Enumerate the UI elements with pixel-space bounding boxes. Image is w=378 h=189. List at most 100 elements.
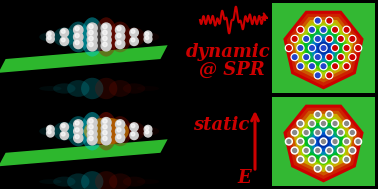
Circle shape — [101, 41, 111, 51]
Polygon shape — [300, 26, 347, 72]
Circle shape — [321, 46, 326, 50]
Circle shape — [303, 35, 310, 42]
Circle shape — [61, 29, 65, 33]
Circle shape — [285, 138, 292, 145]
Circle shape — [101, 135, 111, 145]
Circle shape — [350, 131, 354, 134]
Circle shape — [115, 32, 125, 42]
Polygon shape — [310, 129, 337, 155]
Circle shape — [87, 135, 97, 145]
Circle shape — [291, 54, 298, 61]
Circle shape — [327, 55, 332, 59]
Circle shape — [310, 46, 314, 50]
Circle shape — [303, 147, 310, 154]
Circle shape — [293, 55, 297, 59]
Ellipse shape — [81, 17, 104, 57]
Circle shape — [75, 33, 79, 38]
Circle shape — [337, 54, 344, 61]
Circle shape — [343, 44, 350, 51]
Circle shape — [116, 133, 125, 143]
Circle shape — [333, 140, 337, 143]
Circle shape — [339, 37, 343, 41]
Circle shape — [299, 158, 302, 161]
Circle shape — [60, 131, 68, 139]
Circle shape — [117, 121, 121, 125]
Circle shape — [308, 138, 316, 145]
Polygon shape — [297, 117, 350, 169]
Circle shape — [48, 32, 51, 36]
Polygon shape — [287, 14, 360, 86]
Circle shape — [350, 37, 355, 41]
Circle shape — [48, 130, 51, 134]
Circle shape — [343, 26, 350, 33]
Circle shape — [339, 149, 343, 152]
Circle shape — [297, 44, 304, 51]
Circle shape — [316, 37, 320, 41]
Circle shape — [333, 64, 337, 68]
Circle shape — [101, 123, 111, 133]
Circle shape — [61, 124, 65, 128]
Circle shape — [297, 120, 304, 127]
Ellipse shape — [109, 80, 131, 97]
Ellipse shape — [109, 22, 131, 52]
Circle shape — [293, 37, 297, 41]
Circle shape — [144, 129, 152, 137]
Polygon shape — [304, 29, 344, 69]
Circle shape — [316, 55, 320, 59]
Ellipse shape — [81, 112, 104, 150]
Circle shape — [333, 158, 337, 161]
Circle shape — [144, 35, 152, 43]
Circle shape — [343, 120, 350, 127]
Circle shape — [103, 36, 107, 41]
Ellipse shape — [95, 17, 117, 57]
Ellipse shape — [123, 177, 145, 187]
Circle shape — [297, 63, 304, 70]
Circle shape — [117, 135, 121, 139]
Bar — [272, 97, 375, 186]
Circle shape — [326, 72, 333, 79]
Circle shape — [89, 119, 93, 123]
Ellipse shape — [67, 173, 90, 189]
Circle shape — [326, 35, 333, 42]
Circle shape — [298, 46, 303, 50]
Ellipse shape — [39, 127, 62, 136]
Circle shape — [46, 31, 54, 39]
Circle shape — [48, 126, 51, 130]
Circle shape — [320, 26, 327, 33]
Circle shape — [349, 129, 356, 136]
Circle shape — [343, 138, 350, 145]
Circle shape — [74, 133, 83, 143]
Circle shape — [326, 17, 333, 24]
Circle shape — [310, 140, 314, 143]
Circle shape — [304, 55, 308, 59]
Circle shape — [322, 158, 325, 161]
Circle shape — [101, 35, 111, 45]
Circle shape — [310, 122, 314, 125]
Circle shape — [131, 29, 135, 33]
Circle shape — [344, 64, 349, 68]
Polygon shape — [313, 132, 333, 152]
Circle shape — [117, 33, 121, 38]
Circle shape — [322, 122, 325, 125]
Circle shape — [89, 42, 93, 47]
Circle shape — [298, 28, 303, 32]
Circle shape — [297, 156, 304, 163]
Circle shape — [316, 113, 320, 116]
Circle shape — [314, 147, 321, 154]
Circle shape — [339, 55, 343, 59]
Ellipse shape — [109, 173, 131, 189]
Text: static: static — [193, 116, 249, 134]
Circle shape — [103, 24, 107, 29]
Circle shape — [339, 131, 343, 134]
Circle shape — [327, 37, 332, 41]
Circle shape — [74, 32, 83, 42]
Circle shape — [297, 138, 304, 145]
Circle shape — [322, 140, 325, 143]
Text: E: E — [237, 169, 251, 187]
Circle shape — [60, 37, 68, 46]
Circle shape — [355, 44, 362, 51]
Circle shape — [308, 63, 316, 70]
Polygon shape — [317, 135, 330, 148]
Circle shape — [60, 28, 68, 37]
Circle shape — [285, 44, 293, 51]
